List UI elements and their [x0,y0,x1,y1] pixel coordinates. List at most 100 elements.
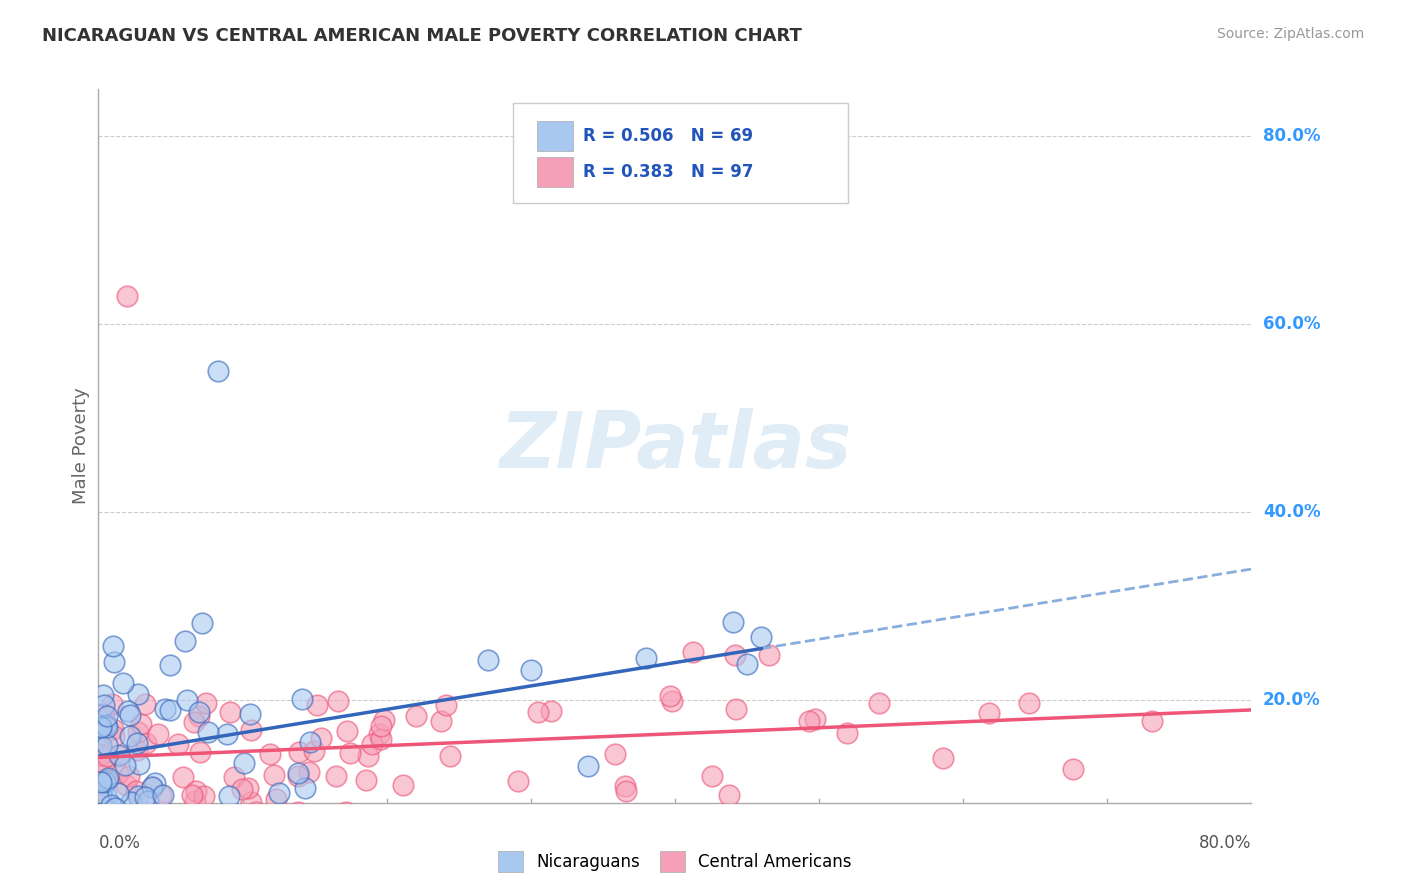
Point [215,727,238,741]
Point [159,657,181,672]
Point [723,648,745,662]
Y-axis label: Male Poverty: Male Poverty [72,388,90,504]
Point [236,781,259,796]
Point [298,735,321,749]
Point [932,750,955,764]
Point [264,791,287,805]
Point [373,713,395,727]
Point [96,708,118,723]
Point [114,758,136,772]
Point [152,788,174,802]
Point [520,663,543,677]
Point [180,788,202,802]
Point [207,364,229,378]
Point [141,780,163,794]
Point [118,729,141,743]
Point [183,715,205,730]
Point [120,795,142,809]
Point [430,714,453,728]
FancyBboxPatch shape [537,121,574,152]
Point [392,779,415,793]
Point [191,615,214,630]
Point [188,745,211,759]
Point [218,789,240,803]
Point [150,788,173,802]
Point [325,769,347,783]
Point [287,805,309,820]
Point [111,814,134,829]
Point [153,702,176,716]
Point [804,713,827,727]
Point [477,653,499,667]
Point [263,768,285,782]
Point [91,727,114,741]
Text: 80.0%: 80.0% [1263,128,1320,145]
Point [307,698,329,712]
Point [90,767,112,781]
Point [90,774,112,789]
Point [339,746,361,760]
Point [127,725,149,739]
Text: 60.0%: 60.0% [1263,315,1320,333]
Point [614,784,637,798]
Point [128,814,150,829]
Point [370,719,392,733]
Point [103,655,125,669]
Point [117,704,139,718]
Point [797,714,820,728]
Point [135,736,157,750]
Point [125,784,148,798]
Point [188,706,211,720]
Point [354,772,377,787]
Point [93,774,115,789]
Point [107,766,129,780]
Point [90,775,112,789]
FancyBboxPatch shape [513,103,848,203]
Point [90,720,112,734]
Point [103,814,125,829]
Point [152,805,174,820]
Point [682,645,704,659]
Text: 20.0%: 20.0% [1263,690,1320,708]
Point [1140,714,1163,729]
Text: R = 0.383   N = 97: R = 0.383 N = 97 [582,163,754,181]
Point [90,720,112,734]
Point [94,775,117,789]
Point [259,747,281,762]
Point [127,736,149,750]
Point [291,691,314,706]
Point [146,727,169,741]
Point [184,784,207,798]
Point [166,737,188,751]
Text: 0.0%: 0.0% [98,834,141,852]
Point [90,798,112,813]
Point [120,708,142,723]
Point [614,779,637,793]
Point [96,772,118,787]
Point [239,706,262,721]
Point [439,748,461,763]
Point [143,776,166,790]
Point [540,704,562,718]
Point [735,657,758,672]
Point [101,697,124,711]
Point [245,805,267,820]
Point [294,780,316,795]
Point [356,748,378,763]
Point [94,717,117,731]
Point [121,814,143,829]
Point [172,770,194,784]
Point [659,689,682,703]
Point [868,696,890,710]
Point [239,795,262,809]
Point [97,814,120,828]
Point [239,723,262,738]
Point [112,675,135,690]
Point [103,814,125,829]
Point [197,725,219,739]
Point [717,788,740,802]
Point [298,765,321,780]
Point [360,737,382,751]
Point [90,748,112,763]
Point [405,709,427,723]
